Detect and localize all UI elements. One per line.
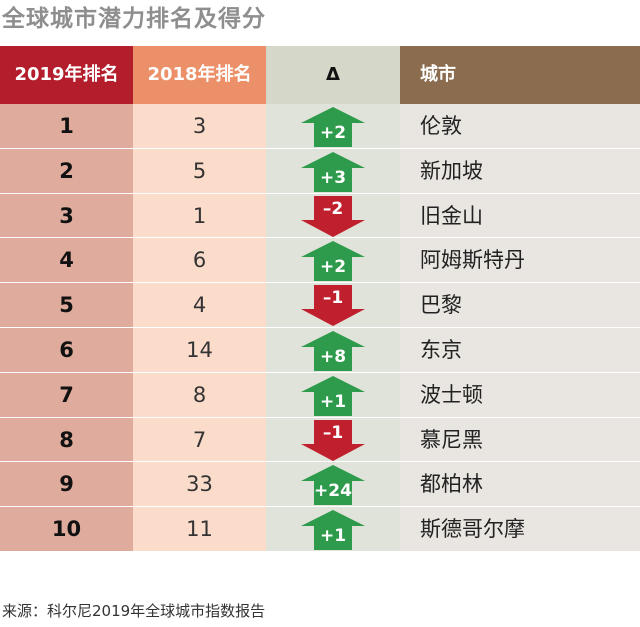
up-arrow-icon	[301, 241, 365, 282]
chart-title: 全球城市潜力排名及得分	[2, 6, 266, 32]
delta-cell: +8	[266, 327, 400, 373]
rank-2019: 10	[0, 507, 133, 552]
header-rank-2019: 2019年排名	[0, 46, 133, 104]
city-name: 斯德哥尔摩	[400, 507, 640, 552]
table-row: 2 5 +3 新加坡	[0, 148, 640, 194]
rank-2019: 3	[0, 193, 133, 239]
down-arrow-icon	[301, 419, 365, 461]
rank-2018: 7	[133, 417, 266, 463]
rank-2018: 1	[133, 193, 266, 239]
rank-2019: 1	[0, 104, 133, 149]
ranking-table: 2019年排名 2018年排名 Δ 城市 1 3 +2 伦敦 2 5 +3 新加坡 3 1 –2 旧金…	[0, 46, 640, 552]
table-row: 7 8 +1 波士顿	[0, 372, 640, 418]
city-name: 巴黎	[400, 283, 640, 328]
delta-label: +8	[319, 346, 347, 367]
delta-label: –1	[322, 422, 344, 443]
rank-2018: 3	[133, 104, 266, 149]
delta-cell: +24	[266, 462, 400, 508]
up-arrow-icon	[301, 375, 365, 416]
rank-2018: 4	[133, 283, 266, 328]
rank-2019: 8	[0, 417, 133, 463]
delta-cell: +2	[266, 238, 400, 284]
delta-label: –2	[322, 198, 344, 219]
city-name: 都柏林	[400, 462, 640, 508]
source-note: 来源：科尔尼2019年全球城市指数报告	[2, 602, 266, 620]
delta-cell: –1	[266, 417, 400, 463]
rank-2019: 9	[0, 462, 133, 508]
rank-2019: 2	[0, 148, 133, 194]
city-name: 东京	[400, 327, 640, 373]
table-body: 1 3 +2 伦敦 2 5 +3 新加坡 3 1 –2 旧金山 4 6 +2 阿姆斯特丹 5 4 –1 巴黎 6 14 +8…	[0, 104, 640, 552]
up-arrow-icon	[301, 510, 365, 551]
delta-label: +2	[319, 123, 347, 143]
table-row: 8 7 –1 慕尼黑	[0, 417, 640, 463]
table-row: 3 1 –2 旧金山	[0, 193, 640, 239]
table-row: 10 11 +1 斯德哥尔摩	[0, 507, 640, 552]
city-name: 慕尼黑	[400, 417, 640, 463]
rank-2018: 5	[133, 148, 266, 194]
rank-2018: 6	[133, 238, 266, 284]
delta-cell: –1	[266, 283, 400, 328]
rank-2018: 14	[133, 327, 266, 373]
delta-label: +1	[319, 391, 347, 412]
delta-label: +24	[314, 481, 352, 502]
up-arrow-icon	[301, 107, 365, 147]
table-row: 1 3 +2 伦敦	[0, 104, 640, 149]
delta-label: +2	[319, 257, 347, 278]
delta-cell: –2	[266, 193, 400, 239]
table-row: 5 4 –1 巴黎	[0, 283, 640, 328]
header-rank-2018: 2018年排名	[133, 46, 266, 104]
rank-2018: 33	[133, 462, 266, 508]
down-arrow-icon	[301, 285, 365, 327]
delta-label: +3	[319, 167, 347, 188]
city-name: 伦敦	[400, 104, 640, 149]
table-row: 9 33 +24 都柏林	[0, 462, 640, 508]
city-name: 旧金山	[400, 193, 640, 239]
delta-label: –1	[322, 288, 344, 309]
up-arrow-icon	[301, 151, 365, 192]
city-name: 阿姆斯特丹	[400, 238, 640, 284]
rank-2018: 8	[133, 372, 266, 418]
delta-cell: +1	[266, 372, 400, 418]
up-arrow-icon	[301, 465, 365, 506]
table-row: 6 14 +8 东京	[0, 327, 640, 373]
header-delta: Δ	[266, 46, 400, 104]
header-row: 2019年排名 2018年排名 Δ 城市	[0, 46, 640, 104]
rank-2019: 7	[0, 372, 133, 418]
rank-2019: 4	[0, 238, 133, 284]
city-name: 波士顿	[400, 372, 640, 418]
rank-2019: 6	[0, 327, 133, 373]
up-arrow-icon	[301, 330, 365, 371]
delta-cell: +1	[266, 507, 400, 552]
header-city: 城市	[400, 46, 640, 104]
delta-cell: +3	[266, 148, 400, 194]
delta-label: +1	[319, 526, 347, 547]
rank-2019: 5	[0, 283, 133, 328]
down-arrow-icon	[301, 195, 365, 237]
table-row: 4 6 +2 阿姆斯特丹	[0, 238, 640, 284]
rank-2018: 11	[133, 507, 266, 552]
delta-cell: +2	[266, 104, 400, 149]
city-name: 新加坡	[400, 148, 640, 194]
